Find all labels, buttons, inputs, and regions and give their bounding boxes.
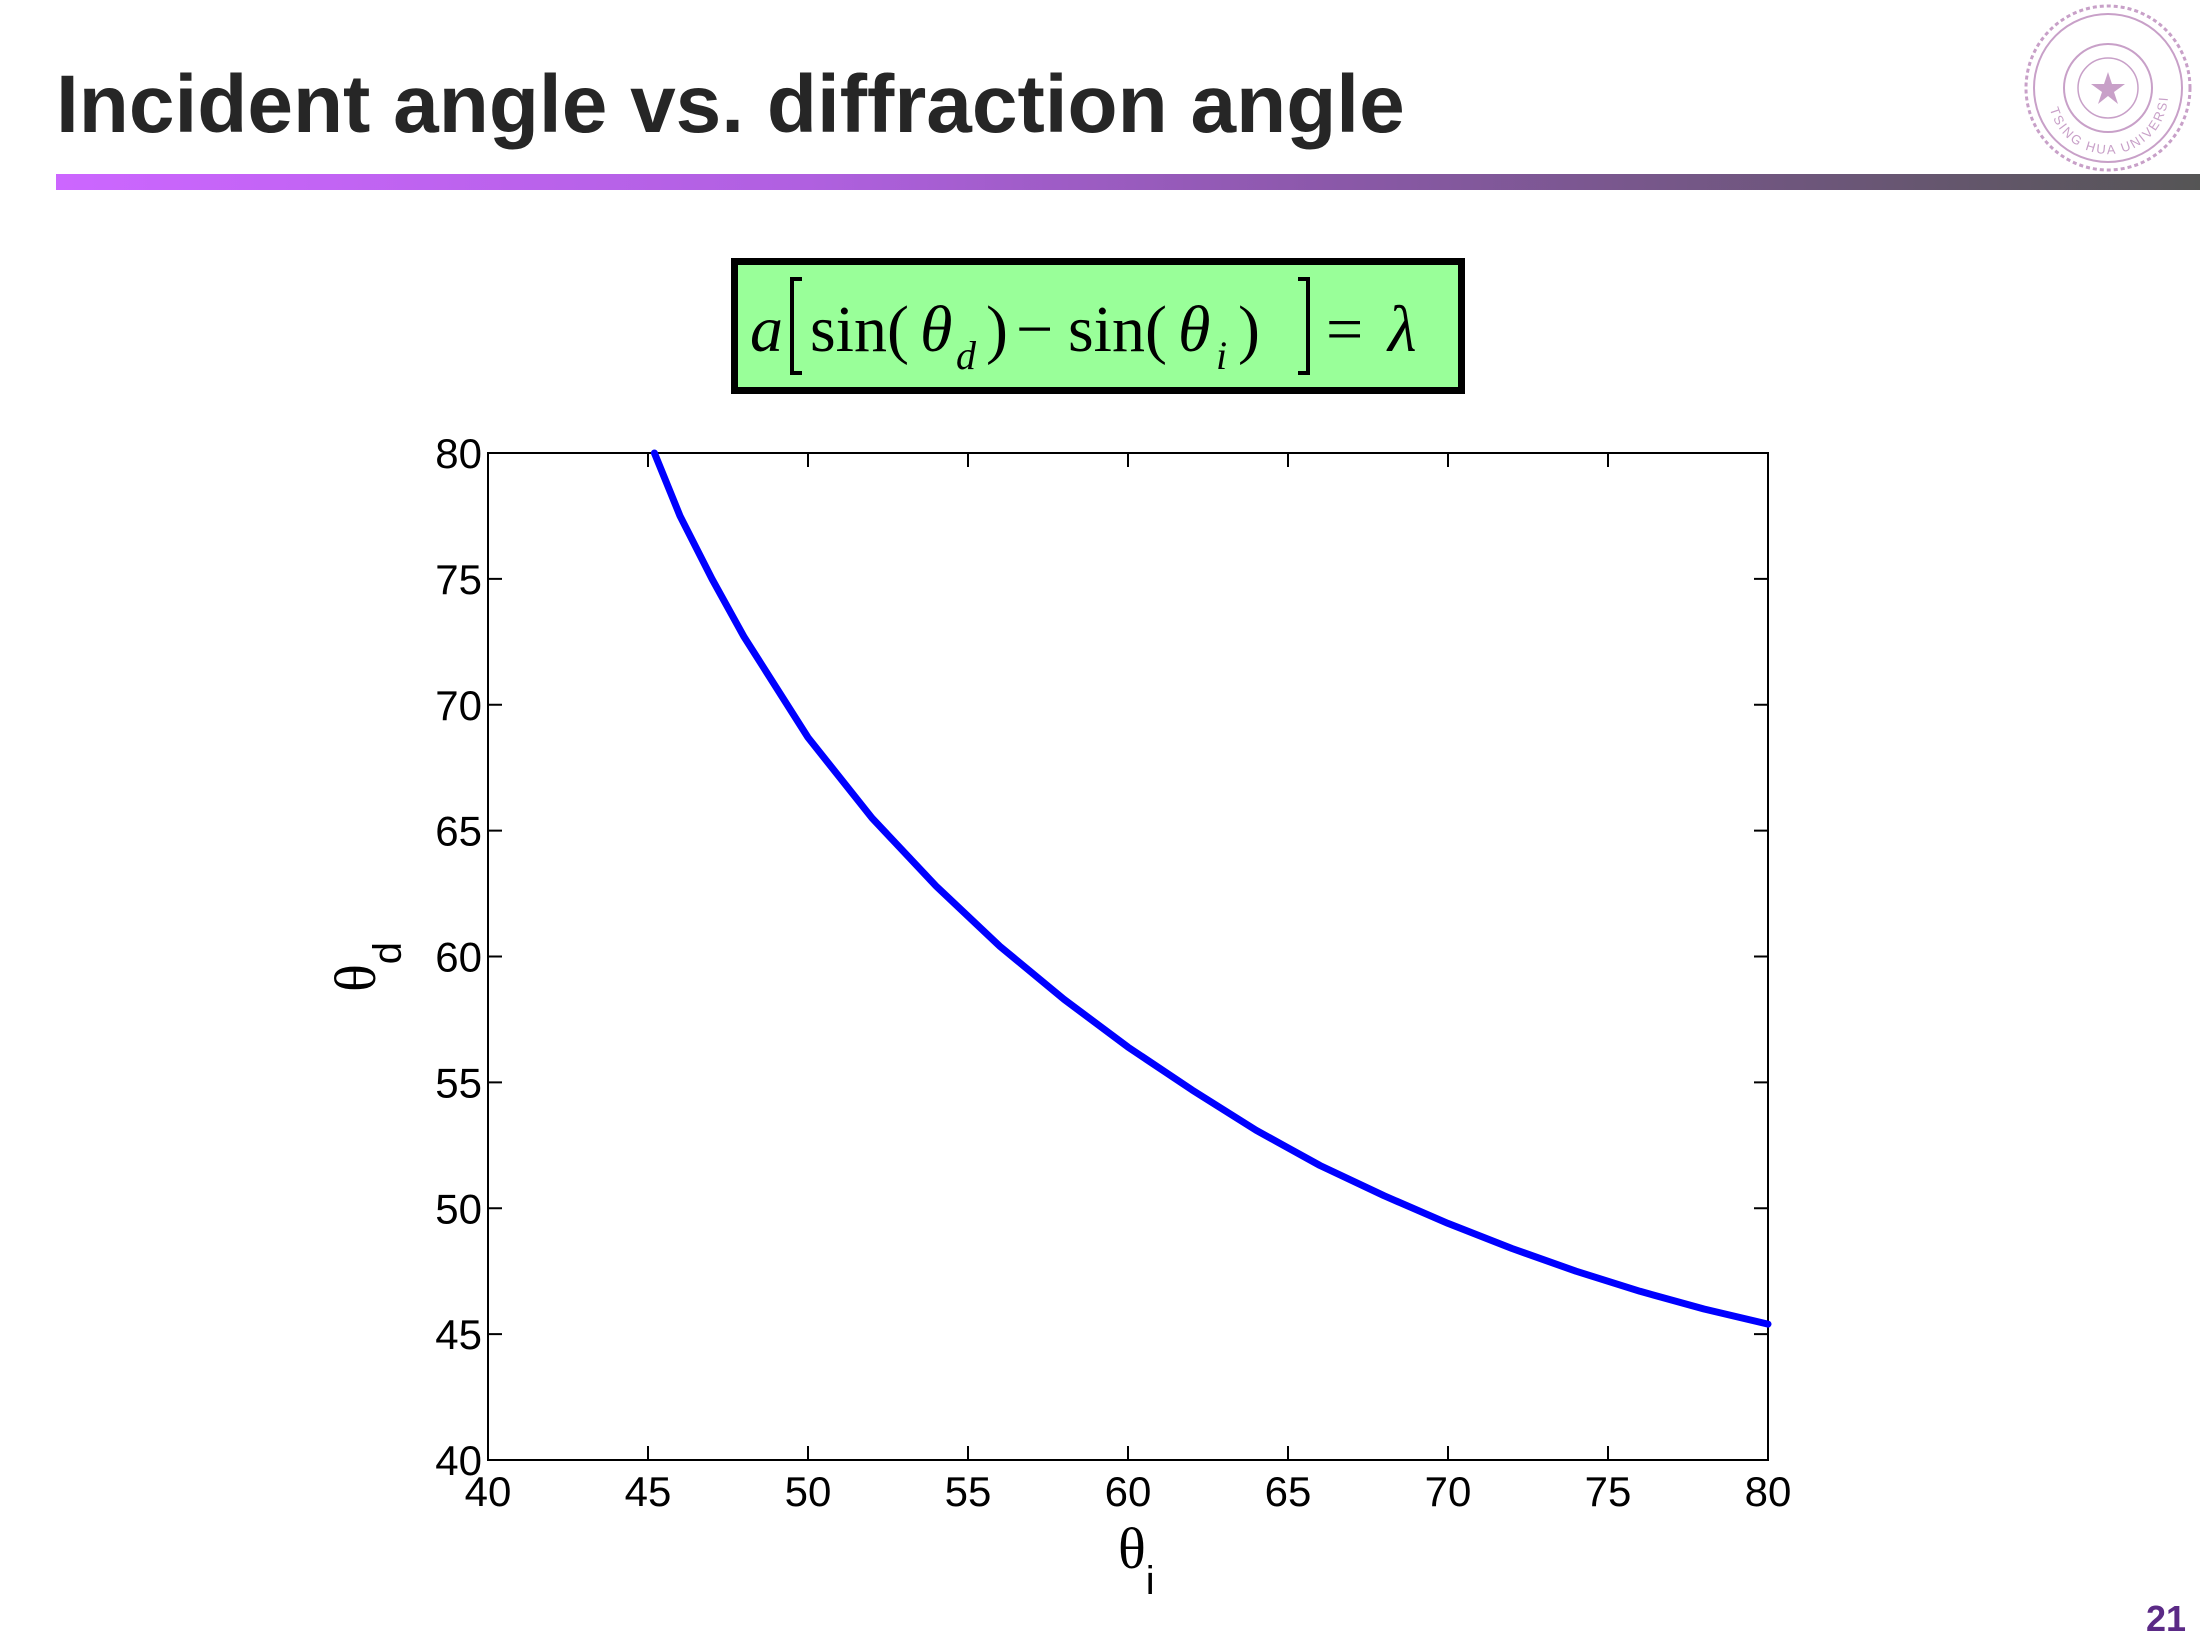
formula-sub-d: d: [956, 333, 977, 378]
x-tick-label: 65: [1265, 1468, 1312, 1515]
formula-sin-2: sin(: [1068, 293, 1167, 366]
series-line: [650, 449, 1772, 1328]
page-number: 21: [2145, 1598, 2186, 1639]
y-tick-label: 50: [435, 1185, 482, 1232]
title-accent-bar: [56, 174, 2200, 190]
x-tick-label: 40: [465, 1468, 512, 1515]
x-tick-label: 80: [1745, 1468, 1792, 1515]
formula-lambda: λ: [1386, 293, 1417, 366]
formula-a: a: [750, 293, 783, 366]
y-tick-label: 45: [435, 1311, 482, 1358]
y-tick-label: 75: [435, 556, 482, 603]
x-tick-label: 55: [945, 1468, 992, 1515]
formula-sub-i: i: [1216, 333, 1227, 378]
y-tick-label: 70: [435, 682, 482, 729]
x-tick-label: 45: [625, 1468, 672, 1515]
formula-equals: =: [1326, 293, 1363, 366]
formula-theta-1: θ: [920, 293, 952, 366]
x-tick-label: 75: [1585, 1468, 1632, 1515]
y-tick-label: 40: [435, 1437, 482, 1484]
slide-title: Incident angle vs. diffraction angle: [56, 59, 1405, 150]
formula-close-1: ): [986, 293, 1008, 366]
x-tick-label: 70: [1425, 1468, 1472, 1515]
university-seal-icon: TSING HUA UNIVERSITY: [2022, 2, 2192, 172]
x-axis-label: θi: [1118, 1516, 1155, 1603]
plot-area-frame: [487, 452, 1769, 1461]
y-axis-label: θd: [323, 942, 410, 992]
x-tick-label: 60: [1105, 1468, 1152, 1515]
x-tick-label: 50: [785, 1468, 832, 1515]
formula: a sin( θ d ) − sin( θ i ) = λ: [750, 277, 1417, 378]
y-tick-label: 60: [435, 934, 482, 981]
formula-sin-1: sin(: [810, 293, 909, 366]
formula-theta-2: θ: [1178, 293, 1210, 366]
y-tick-label: 80: [435, 430, 482, 477]
formula-minus: −: [1016, 293, 1053, 366]
y-tick-label: 55: [435, 1059, 482, 1106]
y-tick-label: 65: [435, 808, 482, 855]
formula-close-2: ): [1238, 293, 1260, 366]
formula-box: a sin( θ d ) − sin( θ i ) = λ: [731, 258, 1465, 394]
